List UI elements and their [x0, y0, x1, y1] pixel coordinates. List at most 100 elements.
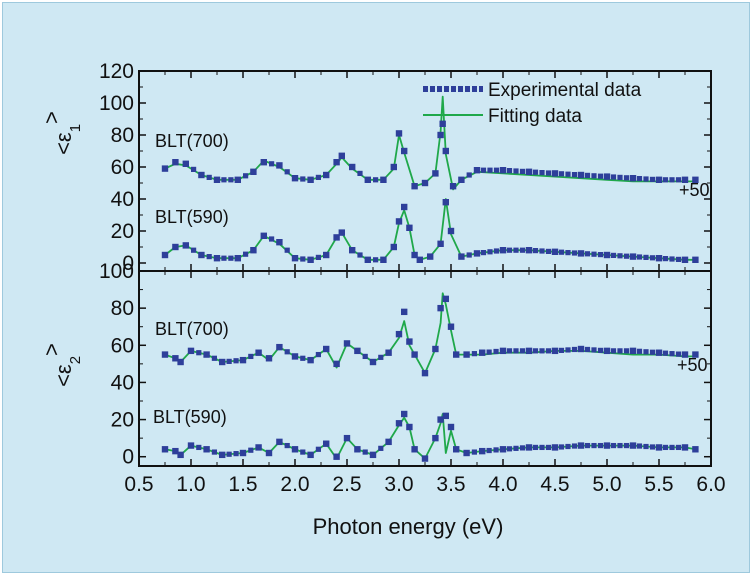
experimental-marker	[226, 358, 232, 364]
experimental-marker	[643, 254, 649, 260]
legend-experimental-label: Experimental data	[488, 80, 642, 101]
experimental-point	[380, 256, 387, 263]
experimental-marker	[506, 446, 513, 452]
experimental-marker	[617, 348, 623, 354]
experimental-marker	[532, 169, 539, 175]
experimental-marker	[269, 236, 275, 242]
experimental-marker	[662, 350, 669, 356]
experimental-point	[401, 203, 408, 211]
experimental-marker	[506, 168, 513, 174]
experimental-marker	[519, 168, 526, 174]
experimental-point	[681, 176, 689, 183]
experimental-point	[692, 176, 699, 183]
experimental-point	[525, 444, 533, 451]
x-tick-label: 6.0	[696, 473, 725, 496]
experimental-point	[577, 250, 585, 257]
experimental-marker	[300, 449, 306, 455]
experimental-point	[499, 247, 507, 254]
experimental-point	[198, 251, 205, 259]
experimental-point	[260, 159, 267, 166]
experimental-point	[364, 256, 371, 263]
experimental-marker	[539, 170, 545, 176]
experimental-marker	[206, 254, 212, 260]
experimental-point	[401, 410, 408, 418]
experimental-marker	[466, 252, 472, 258]
experimental-marker	[532, 348, 539, 354]
experimental-marker	[519, 247, 526, 253]
experimental-point	[577, 345, 585, 353]
experimental-point	[255, 444, 262, 451]
experimental-point	[442, 199, 449, 206]
experimental-marker	[597, 173, 604, 179]
experimental-point	[655, 444, 663, 451]
y-tick-label: 80	[111, 124, 134, 147]
experimental-marker	[191, 166, 197, 172]
panel-eps2: 100 80 60 40 20 0 0.5 1.0 1.5 2.0 2.5 3.0 3.5 4.0 4.5 5…	[39, 260, 726, 496]
experimental-point	[525, 347, 533, 355]
experimental-marker	[466, 172, 472, 178]
experimental-marker	[584, 442, 591, 449]
experimental-point	[692, 446, 699, 453]
experimental-marker	[662, 444, 669, 451]
experimental-marker	[243, 173, 249, 179]
experimental-point	[349, 163, 356, 171]
experimental-point	[551, 170, 559, 177]
experimental-point	[458, 176, 465, 183]
dielectric-function-chart: 120100806040200<ε1>BLT(700)BLT(590)+5010…	[39, 60, 726, 539]
y-tick-label: 40	[111, 371, 134, 394]
x-axis-title: Photon energy (eV)	[313, 514, 504, 539]
experimental-point	[343, 340, 351, 347]
experimental-marker	[558, 347, 565, 353]
x-tick-label: 5.0	[592, 473, 621, 496]
experimental-marker	[362, 353, 368, 360]
y-tick-label: 80	[111, 297, 134, 320]
panel-eps1: 120 100 80 60 40 20 0 <ε1> BLT(700) BLT(590) +50	[39, 60, 712, 275]
experimental-marker	[643, 443, 649, 450]
experimental-marker	[545, 348, 552, 354]
experimental-point	[161, 351, 169, 358]
experimental-point	[551, 347, 559, 355]
experimental-point	[291, 175, 299, 182]
experimental-point	[198, 171, 205, 179]
y-tick-label: 60	[111, 334, 134, 357]
experimental-point	[437, 416, 444, 423]
experimental-marker	[513, 247, 519, 253]
experimental-point	[427, 253, 434, 260]
x-tick-label: 2.5	[332, 473, 361, 496]
x-tick-label: 4.5	[540, 473, 569, 496]
experimental-point	[401, 308, 408, 316]
experimental-point	[291, 255, 299, 262]
experimental-marker	[669, 177, 675, 183]
experimental-marker	[610, 174, 617, 180]
experimental-point	[364, 176, 371, 183]
experimental-point	[333, 159, 340, 166]
experimental-marker	[636, 348, 643, 354]
experimental-marker	[300, 355, 306, 361]
experimental-point	[681, 351, 689, 358]
experimental-point	[307, 256, 314, 263]
x-tick-label: 5.5	[644, 473, 673, 496]
experimental-marker	[206, 174, 212, 180]
experimental-point	[182, 160, 189, 167]
x-tick-label: 2.0	[280, 473, 309, 496]
experimental-point	[437, 240, 444, 247]
experimental-point	[411, 183, 418, 190]
experimental-marker	[315, 174, 321, 180]
experimental-marker	[649, 176, 656, 182]
experimental-point	[551, 444, 559, 451]
experimental-marker	[539, 248, 545, 254]
experimental-point	[172, 355, 179, 362]
experimental-point	[338, 152, 345, 159]
experimental-marker	[506, 348, 513, 354]
experimental-point	[439, 120, 446, 127]
experimental-point	[213, 255, 221, 262]
experimental-marker	[636, 176, 643, 182]
experimental-marker	[623, 442, 630, 449]
experimental-point	[453, 446, 460, 453]
y-tick-label: 100	[99, 92, 134, 115]
experimental-marker	[591, 347, 597, 353]
experimental-point	[333, 360, 340, 368]
experimental-marker	[284, 169, 290, 175]
experimental-point	[577, 442, 585, 449]
annotation-blt-700-: BLT(700)	[155, 131, 229, 151]
